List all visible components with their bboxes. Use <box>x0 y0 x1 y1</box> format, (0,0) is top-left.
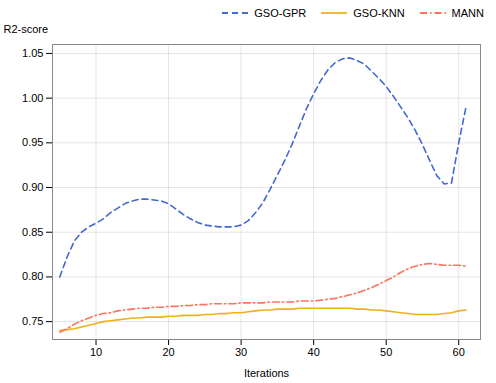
svg-text:20: 20 <box>162 346 174 358</box>
svg-text:Iterations: Iterations <box>244 367 290 379</box>
html-text:GSO-KNN: GSO-KNN <box>353 7 405 19</box>
svg-text:10: 10 <box>90 346 102 358</box>
svg-text:0.95: 0.95 <box>22 136 43 148</box>
html-text:MANN: MANN <box>451 7 484 19</box>
svg-text:30: 30 <box>235 346 247 358</box>
svg-text:1.00: 1.00 <box>22 92 43 104</box>
svg-text:0.75: 0.75 <box>22 315 43 327</box>
svg-text:0.90: 0.90 <box>22 181 43 193</box>
svg-text:0.85: 0.85 <box>22 226 43 238</box>
svg-text:0.80: 0.80 <box>22 270 43 282</box>
svg-text:40: 40 <box>308 346 320 358</box>
svg-text:1.05: 1.05 <box>22 47 43 59</box>
svg-text:R2-score: R2-score <box>4 23 49 35</box>
svg-text:60: 60 <box>453 346 465 358</box>
html-text:GSO-GPR: GSO-GPR <box>254 7 307 19</box>
svg-text:50: 50 <box>380 346 392 358</box>
